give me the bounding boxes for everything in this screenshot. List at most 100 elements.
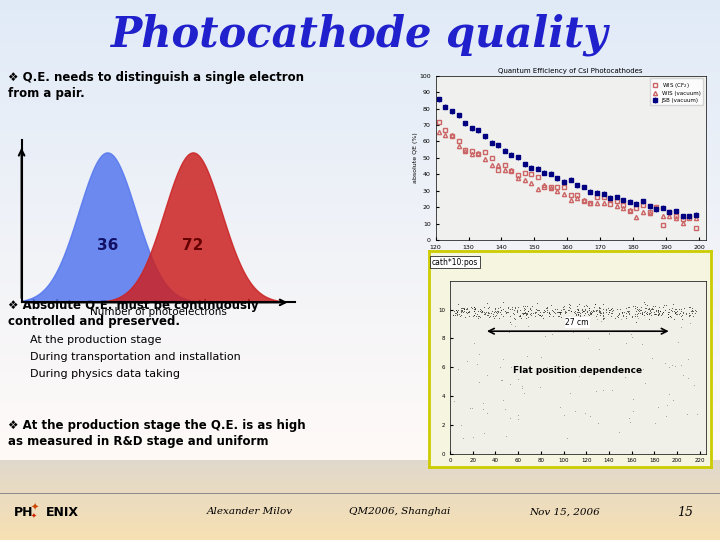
WIS (CF$_2$): [632, 205, 641, 211]
WIS (CF$_2$): [546, 184, 555, 191]
WIS (vacuum): [599, 199, 608, 206]
WIS (vacuum): [454, 143, 463, 150]
WIS (vacuum): [520, 177, 528, 183]
WIS (vacuum): [474, 150, 482, 157]
WIS (CF$_2$): [593, 194, 601, 200]
Text: Photocathode quality: Photocathode quality: [112, 14, 608, 56]
Text: Nov 15, 2006: Nov 15, 2006: [530, 508, 600, 516]
WIS (CF$_2$): [520, 170, 528, 176]
Text: Flat position dependence: Flat position dependence: [513, 366, 642, 375]
WIS (vacuum): [461, 148, 469, 154]
WIS (vacuum): [632, 214, 641, 221]
WIS (CF$_2$): [567, 191, 575, 198]
Text: Alexander Milov: Alexander Milov: [207, 508, 293, 516]
Text: PH: PH: [14, 505, 34, 518]
WIS (vacuum): [487, 162, 496, 168]
WIS (CF$_2$): [494, 167, 503, 173]
WIS (CF$_2$): [474, 151, 482, 157]
WIS (CF$_2$): [513, 172, 522, 179]
WIS (CF$_2$): [454, 138, 463, 144]
WIS (vacuum): [546, 185, 555, 191]
Text: from a pair.: from a pair.: [8, 86, 85, 99]
Text: QM2006, Shanghai: QM2006, Shanghai: [349, 508, 451, 516]
WIS (vacuum): [580, 197, 588, 203]
WIS (CF$_2$): [659, 222, 667, 228]
WIS (CF$_2$): [559, 183, 568, 190]
WIS (CF$_2$): [613, 198, 621, 205]
WIS (vacuum): [626, 207, 634, 213]
WIS (CF$_2$): [553, 184, 562, 190]
WIS (CF$_2$): [606, 201, 614, 207]
WIS (CF$_2$): [448, 132, 456, 139]
Text: During physics data taking: During physics data taking: [30, 369, 180, 379]
WIS (vacuum): [507, 166, 516, 173]
WIS (vacuum): [494, 162, 503, 168]
WIS (CF$_2$): [441, 126, 450, 133]
Text: ❖ At the production stage the Q.E. is as high: ❖ At the production stage the Q.E. is as…: [8, 420, 305, 433]
Text: At the production stage: At the production stage: [30, 335, 161, 345]
Y-axis label: absolute QE (%): absolute QE (%): [413, 133, 418, 183]
WIS (vacuum): [665, 213, 674, 219]
WIS (vacuum): [586, 200, 595, 206]
WIS (vacuum): [672, 215, 680, 221]
WIS (CF$_2$): [672, 213, 680, 220]
WIS (vacuum): [606, 196, 614, 202]
X-axis label: wavelength (nm): wavelength (nm): [544, 252, 598, 256]
WIS (vacuum): [573, 195, 582, 201]
WIS (CF$_2$): [534, 174, 542, 180]
WIS (vacuum): [540, 182, 549, 188]
WIS (vacuum): [678, 219, 687, 226]
Text: 72: 72: [182, 238, 204, 253]
WIS (CF$_2$): [481, 148, 490, 155]
Text: ❖ Q.E. needs to distinguish a single electron: ❖ Q.E. needs to distinguish a single ele…: [8, 71, 304, 84]
WIS (vacuum): [593, 200, 601, 206]
Legend: WIS (CF$_2$), WIS (vacuum), JSB (vacuum): WIS (CF$_2$), WIS (vacuum), JSB (vacuum): [649, 78, 703, 105]
WIS (vacuum): [500, 166, 509, 173]
WIS (vacuum): [513, 175, 522, 181]
WIS (CF$_2$): [599, 193, 608, 200]
Text: During transportation and installation: During transportation and installation: [30, 352, 240, 362]
WIS (CF$_2$): [461, 147, 469, 153]
WIS (CF$_2$): [467, 148, 476, 154]
Text: ✦: ✦: [31, 513, 37, 519]
WIS (vacuum): [613, 203, 621, 210]
WIS (vacuum): [553, 187, 562, 194]
WIS (CF$_2$): [573, 192, 582, 199]
WIS (vacuum): [652, 204, 660, 210]
Text: ENIX: ENIX: [46, 505, 79, 518]
WIS (vacuum): [527, 179, 536, 186]
Text: 36: 36: [96, 238, 118, 253]
WIS (vacuum): [448, 132, 456, 139]
WIS (vacuum): [619, 204, 628, 211]
WIS (vacuum): [481, 156, 490, 162]
Text: ✦: ✦: [31, 503, 39, 513]
Text: cath*10:pos: cath*10:pos: [432, 258, 478, 267]
WIS (CF$_2$): [540, 184, 549, 190]
WIS (vacuum): [659, 213, 667, 220]
WIS (vacuum): [559, 191, 568, 197]
WIS (CF$_2$): [626, 208, 634, 214]
WIS (vacuum): [685, 213, 693, 219]
Title: Quantum Efficiency of CsI Photocathodes: Quantum Efficiency of CsI Photocathodes: [498, 68, 643, 74]
WIS (CF$_2$): [678, 216, 687, 222]
WIS (CF$_2$): [619, 202, 628, 208]
WIS (CF$_2$): [652, 204, 660, 210]
WIS (CF$_2$): [580, 198, 588, 205]
Text: as measured in R&D stage and uniform: as measured in R&D stage and uniform: [8, 435, 269, 449]
WIS (vacuum): [567, 197, 575, 203]
WIS (vacuum): [441, 131, 450, 138]
X-axis label: Number of photoelectrons: Number of photoelectrons: [90, 307, 227, 316]
WIS (vacuum): [645, 210, 654, 217]
WIS (CF$_2$): [645, 209, 654, 215]
Line: WIS (vacuum): WIS (vacuum): [437, 130, 698, 225]
WIS (vacuum): [467, 151, 476, 158]
WIS (CF$_2$): [527, 171, 536, 177]
WIS (CF$_2$): [487, 155, 496, 161]
WIS (vacuum): [691, 215, 700, 221]
Text: 27 cm: 27 cm: [565, 318, 589, 327]
Text: controlled and preserved.: controlled and preserved.: [8, 315, 180, 328]
Text: ❖ Absolute Q.E. must be continuously: ❖ Absolute Q.E. must be continuously: [8, 300, 258, 313]
WIS (CF$_2$): [500, 162, 509, 168]
WIS (vacuum): [639, 209, 647, 215]
WIS (CF$_2$): [691, 225, 700, 231]
